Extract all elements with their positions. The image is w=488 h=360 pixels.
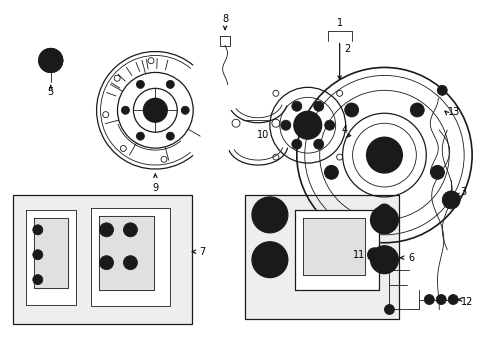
- Circle shape: [33, 275, 42, 285]
- Text: 12: 12: [460, 297, 472, 306]
- Circle shape: [429, 165, 444, 179]
- Circle shape: [251, 242, 287, 278]
- Circle shape: [424, 294, 433, 305]
- Circle shape: [435, 294, 446, 305]
- Circle shape: [258, 248, 281, 272]
- Circle shape: [376, 212, 392, 228]
- Circle shape: [33, 225, 42, 235]
- Polygon shape: [26, 210, 76, 305]
- Text: 13: 13: [447, 107, 459, 117]
- Text: 9: 9: [152, 183, 158, 193]
- Circle shape: [136, 80, 144, 88]
- Circle shape: [126, 226, 134, 234]
- Circle shape: [166, 132, 174, 140]
- Circle shape: [370, 246, 398, 274]
- Circle shape: [291, 139, 301, 149]
- Circle shape: [324, 165, 338, 179]
- Circle shape: [280, 120, 290, 130]
- Text: 1: 1: [336, 18, 342, 28]
- Circle shape: [33, 250, 42, 260]
- Polygon shape: [294, 210, 379, 289]
- Circle shape: [100, 256, 113, 270]
- FancyBboxPatch shape: [13, 195, 192, 324]
- Circle shape: [366, 137, 402, 173]
- Circle shape: [166, 80, 174, 88]
- Text: 4: 4: [341, 125, 347, 135]
- Circle shape: [136, 132, 144, 140]
- Circle shape: [376, 252, 392, 268]
- Circle shape: [299, 117, 315, 133]
- Circle shape: [102, 259, 110, 267]
- Circle shape: [313, 139, 323, 149]
- Circle shape: [126, 259, 134, 267]
- Circle shape: [102, 226, 110, 234]
- Text: 6: 6: [407, 253, 413, 263]
- Circle shape: [370, 206, 398, 234]
- Circle shape: [293, 111, 321, 139]
- Circle shape: [251, 197, 287, 233]
- Circle shape: [39, 49, 62, 72]
- Circle shape: [100, 223, 113, 237]
- Circle shape: [383, 249, 395, 261]
- Circle shape: [409, 103, 424, 117]
- Text: 7: 7: [199, 247, 205, 257]
- Polygon shape: [302, 218, 364, 275]
- Circle shape: [384, 305, 394, 315]
- Circle shape: [313, 101, 323, 111]
- Circle shape: [367, 248, 381, 262]
- Circle shape: [143, 98, 167, 122]
- Circle shape: [181, 106, 189, 114]
- Polygon shape: [90, 208, 170, 306]
- Circle shape: [291, 101, 301, 111]
- Circle shape: [441, 191, 459, 209]
- Text: 2: 2: [344, 44, 350, 54]
- Circle shape: [446, 195, 455, 205]
- Circle shape: [123, 223, 137, 237]
- Text: 8: 8: [222, 14, 228, 24]
- Circle shape: [123, 256, 137, 270]
- Text: 11: 11: [353, 250, 365, 260]
- Circle shape: [324, 120, 334, 130]
- FancyBboxPatch shape: [244, 195, 399, 319]
- Circle shape: [436, 85, 447, 95]
- Polygon shape: [99, 216, 154, 289]
- Circle shape: [258, 203, 281, 227]
- Circle shape: [447, 294, 457, 305]
- Circle shape: [377, 204, 390, 218]
- Text: 10: 10: [256, 130, 268, 140]
- Text: 3: 3: [459, 187, 465, 197]
- Circle shape: [121, 106, 129, 114]
- Polygon shape: [34, 218, 67, 288]
- Circle shape: [344, 103, 358, 117]
- Text: 5: 5: [47, 87, 54, 97]
